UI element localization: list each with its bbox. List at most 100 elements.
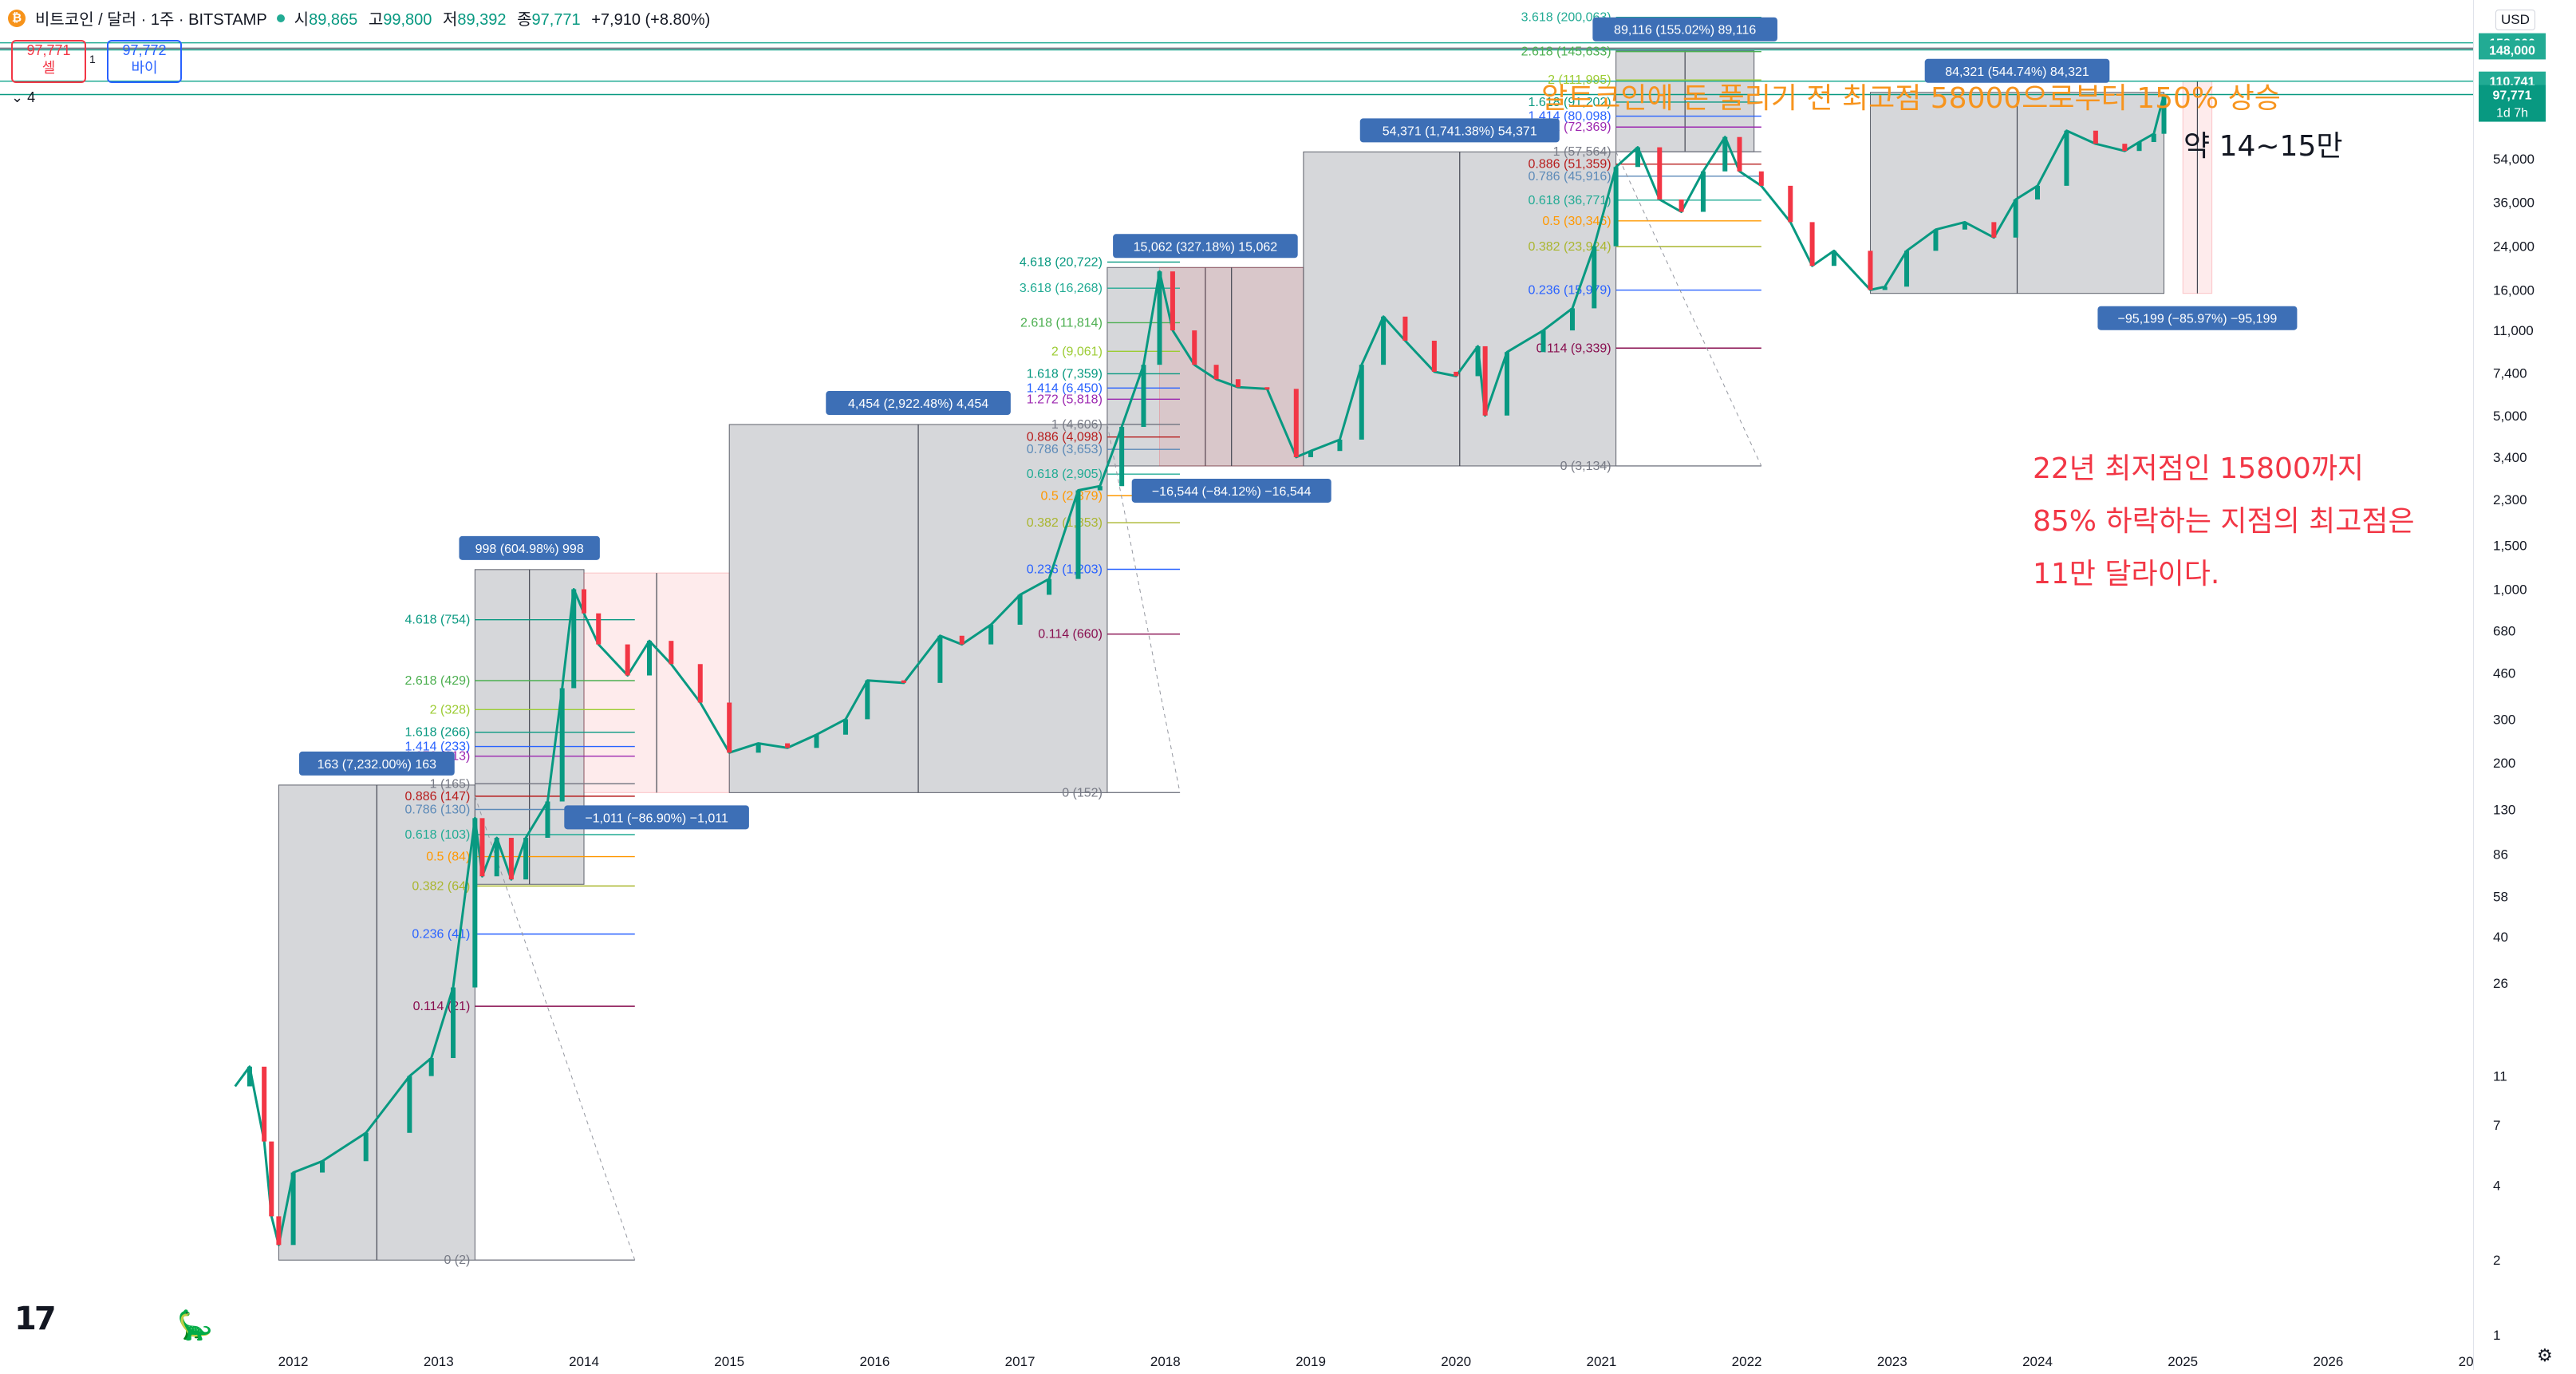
fib-level-label: 3.618 (16,268) — [1020, 282, 1103, 295]
sell-button[interactable]: 97,771 셀 — [11, 40, 86, 83]
candle — [1141, 365, 1146, 428]
fib-level-label: 2.618 (11,814) — [1020, 316, 1103, 330]
fib-level-label: 2.618 (145,633) — [1521, 45, 1611, 59]
candle — [2064, 130, 2069, 186]
candle — [582, 589, 586, 614]
candle — [2035, 185, 2040, 200]
price-level-value: 97,771 — [2493, 89, 2532, 103]
candle — [1264, 387, 1270, 390]
price-tick: 1 — [2493, 1328, 2500, 1343]
fib-level-label: 0 (3,134) — [1560, 460, 1611, 473]
price-tick: 86 — [2493, 847, 2508, 862]
candle — [508, 838, 514, 880]
year-tick: 2023 — [1877, 1354, 1907, 1369]
candle — [1308, 451, 1313, 457]
tradingview-logo[interactable]: 17 — [14, 1301, 57, 1337]
currency-selector[interactable]: USD — [2495, 10, 2535, 30]
candle — [901, 680, 906, 683]
gear-icon[interactable]: ⚙ — [2537, 1345, 2553, 1365]
candle — [479, 818, 485, 877]
candle — [276, 1216, 282, 1246]
fib-level-label: 0.786 (45,916) — [1529, 170, 1611, 184]
year-tick: 2020 — [1441, 1354, 1471, 1369]
measure-label-bg — [826, 391, 1011, 416]
candle — [1359, 365, 1364, 440]
dinosaur-icon[interactable]: 🦕 — [177, 1309, 213, 1341]
candle — [697, 664, 703, 703]
candle — [1882, 286, 1888, 290]
price-tick: 24,000 — [2493, 239, 2535, 255]
ohlc-readout: 시89,865 고99,800 저89,392 종97,771 +7,910 (… — [294, 11, 711, 29]
bitcoin-icon: ₿ — [8, 9, 26, 27]
measure-labels: 163 (7,232.00%) 163 998 (604.98%) 998 −1,0… — [298, 17, 2298, 830]
measure-label: 89,116 (155.02%) 89,116 — [1614, 24, 1756, 38]
year-tick: 2024 — [2022, 1354, 2053, 1369]
fib-level-label: 0.786 (130) — [405, 803, 471, 817]
buy-button[interactable]: 97,772 바이 — [107, 40, 182, 83]
candle — [2151, 133, 2156, 143]
candle — [1047, 578, 1052, 595]
fib-level-label: 1.414 (6,450) — [1027, 381, 1103, 395]
price-tick: 5,000 — [2493, 409, 2527, 424]
candle — [472, 818, 478, 988]
fib-level-label: 1 (57,564) — [1553, 145, 1611, 159]
fib-level-label: 0.382 (23,924) — [1529, 240, 1611, 254]
price-level-value: 148,000 — [2489, 44, 2535, 57]
market-status-icon — [276, 14, 285, 22]
candle — [1097, 486, 1103, 491]
price-tick: 680 — [2493, 624, 2515, 639]
year-tick: 2019 — [1296, 1354, 1326, 1369]
candle — [1635, 147, 1640, 168]
candle — [1569, 308, 1575, 331]
candle — [1700, 171, 1706, 212]
fib-level-label: 0.618 (36,771) — [1529, 194, 1611, 207]
candle — [269, 1141, 274, 1217]
candle — [2161, 94, 2167, 134]
candle — [571, 589, 577, 689]
measure-label: 84,321 (544.74%) 84,321 — [1945, 65, 2089, 79]
fib-level-label: 1.414 (233) — [405, 740, 471, 754]
candle — [559, 688, 565, 802]
candle — [451, 987, 456, 1059]
indicator-toggle[interactable]: ⌄ 4 — [11, 89, 36, 105]
symbol-title[interactable]: 비트코인 / 달러 · 1주 · BITSTAMP — [35, 11, 267, 29]
candle — [1431, 341, 1437, 372]
fib-level-label: 1.618 (7,359) — [1027, 367, 1103, 381]
price-tick: 26 — [2493, 976, 2508, 991]
price-tick: 200 — [2493, 756, 2515, 771]
candle — [814, 734, 819, 748]
year-tick: 2017 — [1005, 1354, 1036, 1369]
spread: 1 — [89, 53, 96, 65]
fib-level-label: 0.236 (41) — [412, 928, 470, 942]
candle — [1192, 330, 1197, 365]
candle — [1402, 316, 1408, 341]
price-tick: 300 — [2493, 712, 2515, 727]
price-tick: 1,500 — [2493, 539, 2527, 554]
candle — [2093, 130, 2098, 144]
measure-label: 163 (7,232.00%) 163 — [318, 758, 437, 772]
candle — [320, 1161, 325, 1173]
year-tick: 2015 — [714, 1354, 744, 1369]
candle — [1482, 345, 1488, 416]
price-tick: 1,000 — [2493, 582, 2527, 598]
fib-level-label: 0.618 (2,905) — [1027, 468, 1103, 481]
fib-level-label: 0 (2) — [444, 1254, 470, 1267]
candle — [545, 801, 550, 838]
candle — [937, 635, 943, 683]
candle — [1933, 229, 1939, 251]
measure-boxes — [278, 50, 2213, 1261]
year-tick: 2013 — [424, 1354, 454, 1369]
candle — [1904, 251, 1910, 287]
price-axis[interactable]: 1 2 4 7 11 26 40 58 86 130 200 300 460 680 1,000 1,500 2… — [2473, 0, 2576, 1370]
annotation-red-1: 22년 최저점인 15800까지 — [2033, 452, 2365, 485]
candle — [1868, 251, 1873, 290]
candle — [1157, 271, 1162, 365]
candle — [1962, 222, 1967, 230]
measure-label: −1,011 (−86.90%) −1,011 — [585, 811, 728, 825]
fib-level-label: 4.618 (20,722) — [1020, 255, 1103, 269]
fib-level-label: 2 (9,061) — [1051, 345, 1103, 358]
candle — [1235, 379, 1241, 388]
fib-trend-line — [1615, 152, 1762, 467]
measure-label: −95,199 (−85.97%) −95,199 — [2118, 313, 2278, 326]
